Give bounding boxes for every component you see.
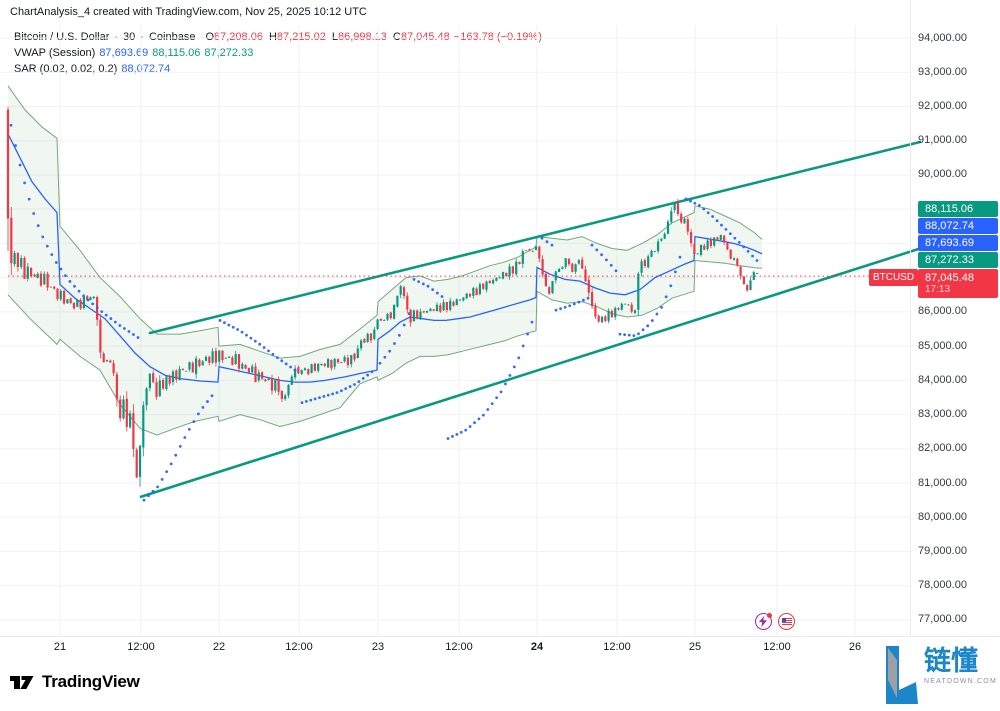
- page-title: ChartAnalysis_4 created with TradingView…: [10, 6, 367, 18]
- parabolic-sar-dots: [9, 123, 759, 502]
- time-tick-label: 12:00: [127, 641, 155, 653]
- tradingview-mark-icon: [10, 675, 34, 689]
- price-tick-label: 84,000.00: [918, 373, 967, 386]
- vwap-legend-row[interactable]: VWAP (Session) 87,693.69 88,115.06 87,27…: [14, 45, 542, 61]
- indicator-price-label: 88,115.06: [918, 201, 998, 217]
- time-tick-label: 12:00: [285, 641, 313, 653]
- symbol-legend-row[interactable]: Bitcoin / U.S. Dollar · 30 · Coinbase O8…: [14, 29, 542, 45]
- price-tick-label: 77,000.00: [918, 613, 967, 626]
- indicator-price-label: 87,272.33: [918, 252, 998, 268]
- symbol-price-label: BTCUSD: [869, 269, 918, 286]
- ohlc-high-key: H: [268, 31, 277, 43]
- neatdown-watermark: 链懂 NEATDOWN.COM: [884, 646, 997, 704]
- ohlc-high-value: 87,215.02: [276, 31, 326, 43]
- price-tick-label: 78,000.00: [918, 579, 967, 592]
- us-economic-event-icon[interactable]: [778, 613, 795, 630]
- ohlc-close-key: C: [392, 31, 401, 43]
- neatdown-cn-text: 链懂: [924, 646, 978, 676]
- vwap-value: 87,693.69: [99, 47, 149, 59]
- vwap-lower-value: 87,272.33: [204, 47, 254, 59]
- tradingview-logo[interactable]: TradingView: [10, 672, 140, 692]
- price-tick-label: 82,000.00: [918, 442, 967, 455]
- grid-lines: [0, 25, 910, 636]
- indicator-price-label: 87,693.69: [918, 235, 998, 251]
- candles-series: [6, 106, 759, 487]
- time-tick-label: 12:00: [603, 641, 631, 653]
- price-axis-separator: [910, 0, 911, 636]
- vwap-lower-band-line: [7, 259, 763, 436]
- bar-countdown: 17:13: [925, 284, 951, 295]
- symbol-name: Bitcoin / U.S. Dollar: [14, 31, 110, 43]
- time-tick-label: 21: [53, 641, 67, 653]
- time-tick-label: 25: [688, 641, 702, 653]
- lightning-bolt-icon: [759, 616, 767, 627]
- symbol-interval: 30: [123, 31, 136, 43]
- price-tick-label: 92,000.00: [918, 99, 967, 112]
- last-price-label: 87,045.48 17:13: [918, 269, 998, 298]
- notification-dot: [767, 613, 772, 618]
- time-tick-label: 12:00: [763, 641, 791, 653]
- price-tick-label: 85,000.00: [918, 339, 967, 352]
- ascending-channel[interactable]: [139, 140, 922, 499]
- price-tick-label: 80,000.00: [918, 510, 967, 523]
- price-tick-label: 79,000.00: [918, 545, 967, 558]
- tradingview-logo-text: TradingView: [42, 672, 140, 691]
- price-tick-label: 86,000.00: [918, 305, 967, 318]
- price-tick-label: 90,000.00: [918, 168, 967, 181]
- vwap-line: [7, 133, 763, 383]
- ohlc-values: O87,208.06 H87,215.02 L86,998.13 C87,045…: [205, 29, 449, 45]
- vwap-upper-value: 88,115.06: [152, 47, 201, 59]
- us-flag-icon: [781, 618, 792, 625]
- neatdown-logo-icon: [886, 646, 918, 704]
- price-tick-label: 94,000.00: [918, 31, 967, 44]
- time-axis-separator: [0, 636, 1000, 637]
- price-tick-label: 81,000.00: [918, 476, 967, 489]
- vwap-upper-band-line: [7, 85, 763, 359]
- ohlc-open-key: O: [205, 31, 215, 43]
- time-tick-label: 23: [371, 641, 385, 653]
- legend-separator: ·: [140, 31, 144, 43]
- events-lightning-icon[interactable]: [755, 613, 772, 630]
- channel-upper-line[interactable]: [148, 140, 922, 335]
- channel-lower-line[interactable]: [139, 247, 922, 499]
- neatdown-domain-text: NEATDOWN.COM: [924, 678, 997, 685]
- symbol-exchange: Coinbase: [148, 31, 196, 43]
- ohlc-low-key: L: [331, 31, 338, 43]
- ohlc-close-value: 87,045.48: [400, 31, 450, 43]
- time-tick-label: 26: [848, 641, 862, 653]
- price-tick-label: 91,000.00: [918, 134, 967, 147]
- vwap-band-fill: [8, 85, 762, 436]
- ohlc-low-value: 86,998.13: [337, 31, 387, 43]
- legend-separator: ·: [114, 31, 119, 43]
- change-value: −163.78 (−0.19%): [453, 31, 542, 43]
- price-tick-label: 93,000.00: [918, 65, 967, 78]
- indicator-price-label: 88,072.74: [918, 218, 998, 234]
- time-tick-label: 24: [530, 641, 544, 653]
- vwap-indicator-name: VWAP (Session): [14, 47, 96, 59]
- time-tick-label: 22: [212, 641, 226, 653]
- price-tick-label: 83,000.00: [918, 408, 967, 421]
- ohlc-open-value: 87,208.06: [214, 31, 263, 43]
- legend-panel: Bitcoin / U.S. Dollar · 30 · Coinbase O8…: [14, 29, 542, 77]
- time-tick-label: 12:00: [445, 641, 473, 653]
